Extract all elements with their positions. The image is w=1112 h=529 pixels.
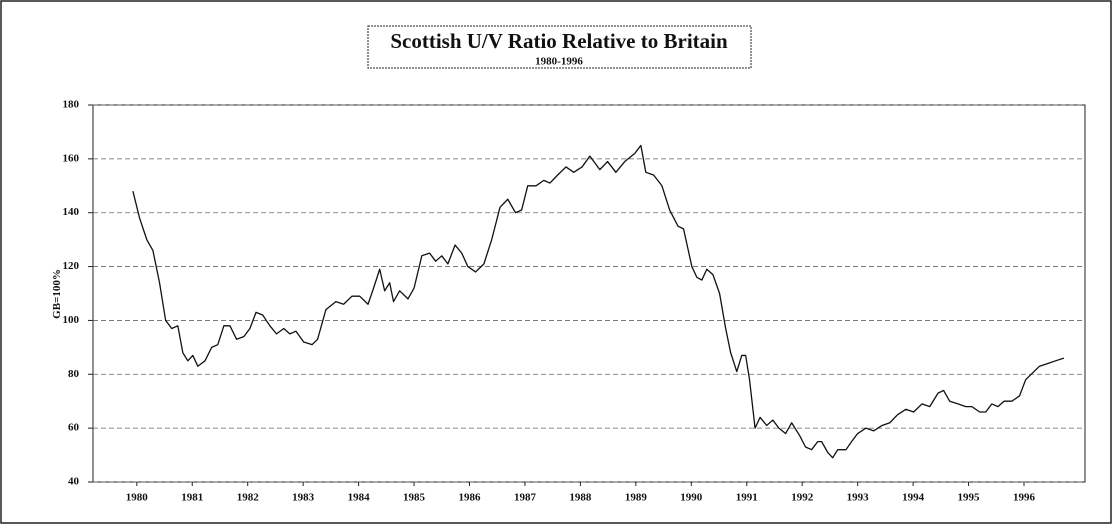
x-tick-label: 1987 — [514, 492, 537, 504]
x-tick-label: 1980 — [126, 492, 149, 504]
x-tick-label: 1986 — [459, 492, 482, 504]
y-axis-label: GB=100% — [51, 269, 63, 319]
x-tick-label: 1990 — [680, 492, 703, 504]
x-tick-label: 1994 — [902, 492, 925, 504]
y-tick-label: 40 — [68, 476, 80, 488]
x-tick-label: 1981 — [181, 492, 203, 504]
x-tick-label: 1985 — [403, 492, 426, 504]
x-tick-label: 1984 — [348, 492, 371, 504]
y-tick-label: 120 — [63, 260, 80, 272]
y-tick-label: 160 — [63, 152, 80, 164]
x-tick-label: 1989 — [625, 492, 648, 504]
data-line — [132, 144, 1065, 459]
x-tick-label: 1992 — [791, 492, 814, 504]
x-tick-label: 1982 — [237, 492, 260, 504]
y-tick-label: 140 — [63, 206, 80, 218]
title-box — [367, 25, 752, 69]
x-tick-label: 1995 — [958, 492, 981, 504]
chart-subtitle: 1980-1996 — [535, 56, 583, 68]
x-tick-label: 1988 — [569, 492, 592, 504]
x-tick-label: 1991 — [736, 492, 758, 504]
y-tick-label: 180 — [63, 99, 80, 111]
x-tick-label: 1983 — [292, 492, 315, 504]
chart-title: Scottish U/V Ratio Relative to Britain — [390, 29, 728, 53]
y-tick-label: 60 — [68, 422, 80, 434]
y-tick-label: 80 — [68, 368, 80, 380]
x-tick-label: 1996 — [1013, 492, 1036, 504]
y-tick-label: 100 — [63, 314, 80, 326]
x-tick-label: 1993 — [847, 492, 870, 504]
